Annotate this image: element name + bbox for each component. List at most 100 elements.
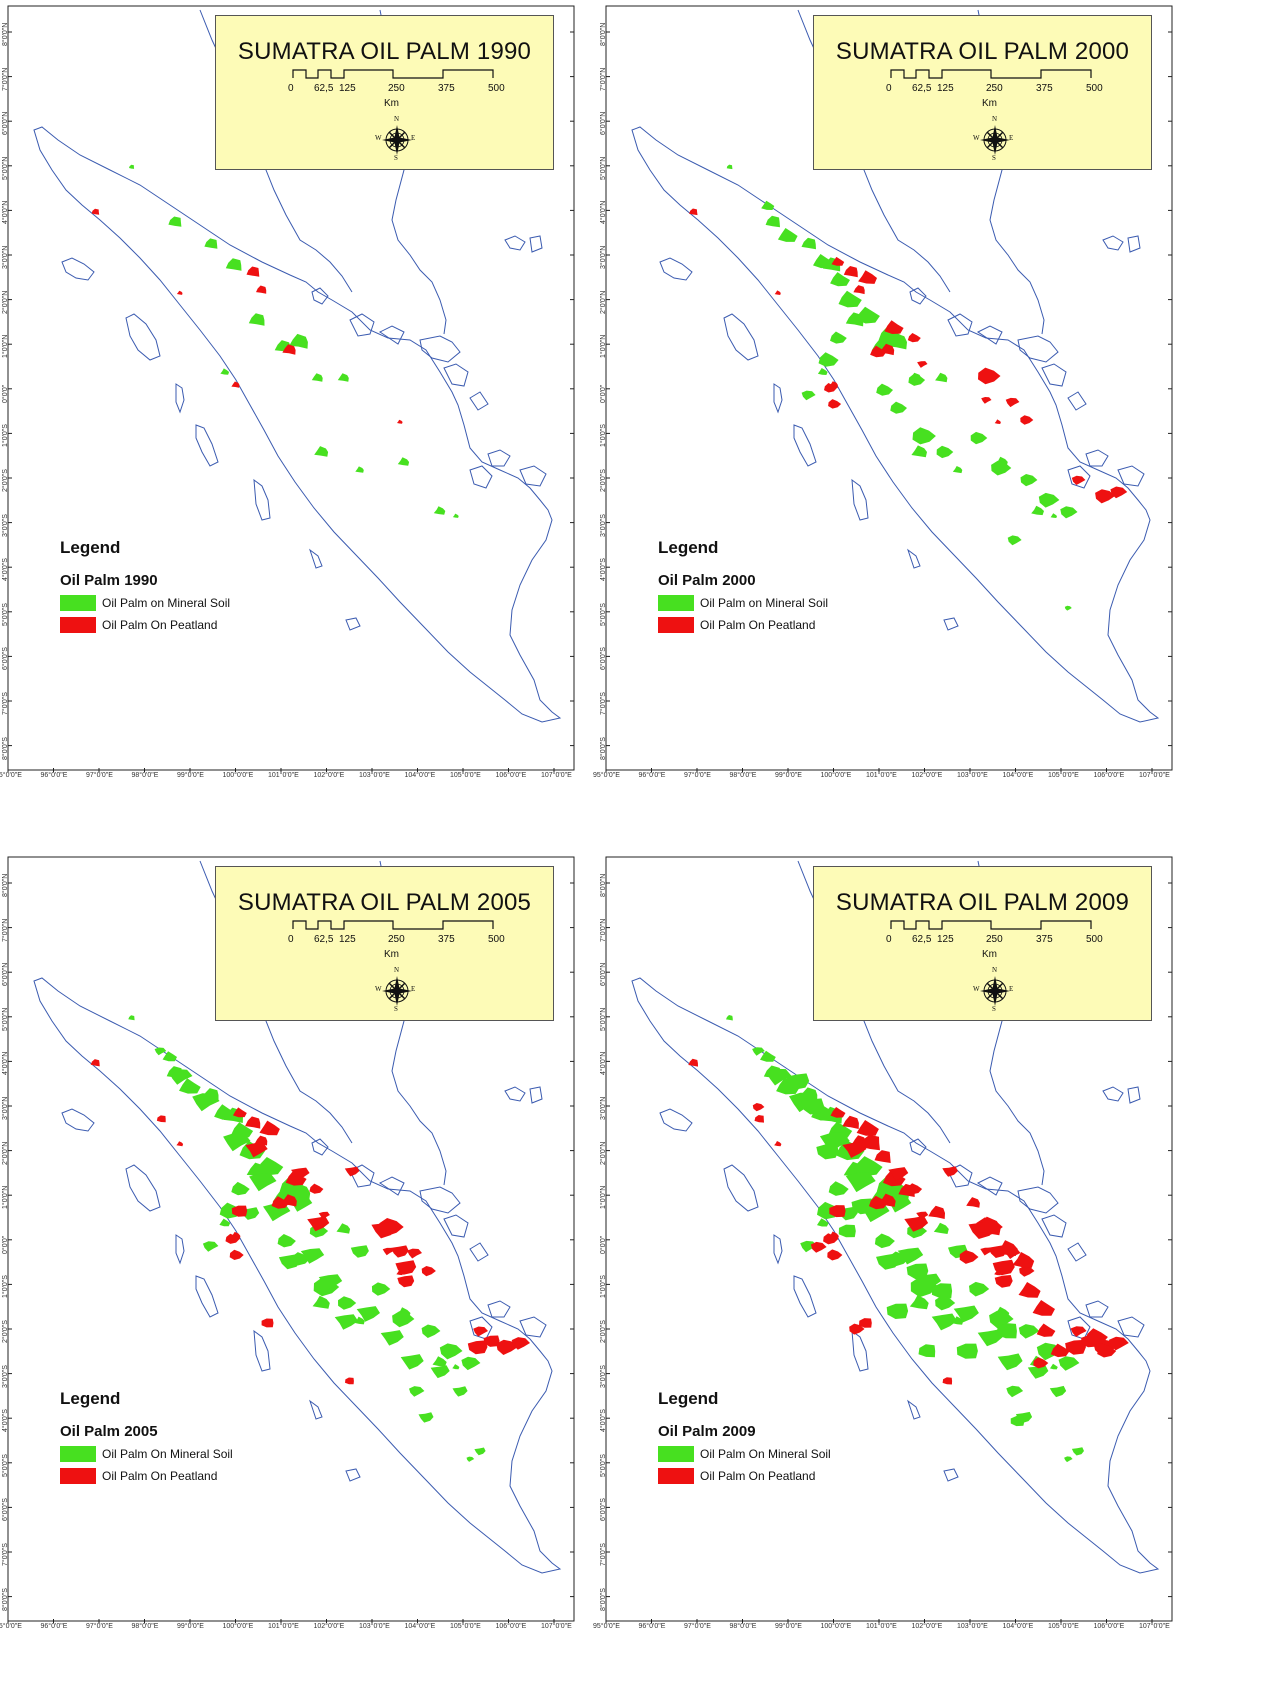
island-outline [61, 1108, 95, 1132]
island-outline [723, 1164, 759, 1212]
lat-tick-label: 4°0'0"N [600, 1052, 607, 1076]
lon-tick-label: 104°0'0"E [1002, 772, 1034, 779]
mineral-soil-patch [314, 446, 329, 457]
legend-subtitle: Oil Palm 2009 [658, 1423, 756, 1440]
lon-tick-label: 97°0'0"E [684, 1623, 711, 1630]
mineral-soil-patch [225, 258, 242, 271]
peatland-patch [246, 266, 260, 277]
lat-tick-label: 3°0'0"N [600, 245, 607, 269]
scale-tick-label: 500 [488, 83, 505, 94]
mineral-soil-patch [223, 1133, 251, 1152]
mineral-soil-patch [908, 373, 926, 386]
mineral-soil-patch [433, 506, 446, 515]
peat-swatch [658, 617, 694, 633]
mineral-soil-patch [1007, 535, 1022, 546]
legend-title: Legend [60, 1389, 121, 1408]
lat-tick-label: 5°0'0"S [2, 602, 9, 626]
mineral-soil-patch [336, 1223, 351, 1234]
mainland-coastline [1085, 1300, 1109, 1318]
mineral-soil-patch [817, 1218, 829, 1227]
mineral-soil-patch [312, 1295, 330, 1309]
lat-tick-label: 0°0'0" [2, 384, 9, 403]
compass-rose-icon [382, 976, 412, 1006]
scale-tick-label: 375 [1036, 83, 1053, 94]
mineral-soil-patch [838, 1224, 856, 1238]
peat-swatch [60, 617, 96, 633]
peatland-patch [231, 1205, 248, 1217]
peatland-patch [830, 1107, 846, 1118]
scale-tick-label: 0 [288, 83, 294, 94]
mainland-coastline [1067, 1316, 1091, 1340]
lat-tick-label: 2°0'0"N [600, 1141, 607, 1165]
mainland-coastline [469, 1242, 489, 1262]
mineral-soil-patch [969, 1281, 990, 1297]
peatland-patch [898, 1183, 915, 1197]
mineral-soil-patch [931, 1313, 957, 1331]
peatland-patch [1071, 475, 1086, 485]
peatland-patch [774, 1141, 782, 1147]
compass-e-label: E [1009, 985, 1014, 993]
scale-tick-label: 250 [986, 934, 1003, 945]
mineral-soil-patch [777, 228, 798, 242]
mainland-coastline [379, 325, 405, 345]
lat-tick-label: 7°0'0"N [600, 918, 607, 942]
peatland-patch [1095, 489, 1115, 504]
peatland-patch [156, 1115, 166, 1123]
lat-tick-label: 1°0'0"S [2, 1275, 9, 1299]
peatland-patch [888, 1167, 909, 1181]
mineral-soil-patch [279, 1177, 306, 1196]
island-outline [195, 1275, 219, 1318]
mineral-soil-patch [354, 1316, 365, 1325]
mineral-soil-patch [278, 1254, 301, 1270]
peatland-patch [1032, 1300, 1055, 1316]
lon-tick-label: 103°0'0"E [957, 1623, 988, 1630]
scale-tick-label: 250 [388, 934, 405, 945]
mineral-soil-patch [1058, 1356, 1080, 1371]
lat-tick-label: 2°0'0"N [600, 290, 607, 314]
mineral-soil-patch [801, 390, 816, 401]
lat-tick-label: 1°0'0"N [2, 334, 9, 359]
legend-title: Legend [658, 538, 719, 557]
mainland-coastline [1067, 1242, 1087, 1262]
mineral-soil-patch [776, 1077, 800, 1095]
scale-tick-label: 500 [488, 934, 505, 945]
lon-tick-label: 99°0'0"E [177, 1623, 204, 1630]
legend-subtitle: Oil Palm 2000 [658, 572, 756, 589]
scale-tick-label: 62,5 [912, 934, 932, 945]
mineral-soil-patch [202, 1241, 219, 1252]
mineral-soil-patch [726, 1015, 733, 1021]
mineral-soil-patch [918, 1344, 936, 1358]
peatland-patch [823, 1233, 839, 1245]
lat-tick-label: 4°0'0"S [2, 558, 9, 582]
scale-tick-label: 375 [438, 83, 455, 94]
legend-subtitle: Oil Palm 2005 [60, 1423, 158, 1440]
mineral-soil-patch [418, 1412, 434, 1423]
peatland-patch [231, 381, 240, 388]
mineral-soil-patch [931, 1283, 953, 1299]
mainland-coastline [469, 465, 493, 489]
lon-tick-label: 105°0'0"E [450, 1623, 481, 1630]
lat-tick-label: 6°0'0"N [2, 962, 9, 987]
peatland-patch [382, 1247, 394, 1256]
peatland-patch [874, 1150, 891, 1163]
island-outline [943, 617, 959, 631]
peatland-patch [859, 1318, 872, 1328]
peatland-patch [907, 333, 921, 343]
peatland-patch [176, 1141, 184, 1147]
mainland-coastline [379, 1176, 405, 1196]
mainland-coastline [419, 1186, 461, 1214]
peatland-patch [858, 270, 877, 284]
mineral-soil-patch [1064, 605, 1072, 611]
mineral-soil-patch [1027, 1364, 1049, 1379]
island-outline [309, 1399, 323, 1420]
lat-tick-label: 7°0'0"N [600, 67, 607, 91]
mineral-swatch [658, 595, 694, 611]
mineral-soil-patch [996, 1323, 1017, 1339]
lon-tick-label: 95°0'0"E [593, 772, 620, 779]
mineral-soil-patch [761, 200, 775, 210]
mineral-soil-patch [876, 383, 893, 396]
peatland-patch [966, 1197, 980, 1208]
mineral-soil-patch [906, 1263, 929, 1280]
mineral-soil-patch [830, 331, 847, 344]
peatland-patch [245, 1142, 268, 1158]
